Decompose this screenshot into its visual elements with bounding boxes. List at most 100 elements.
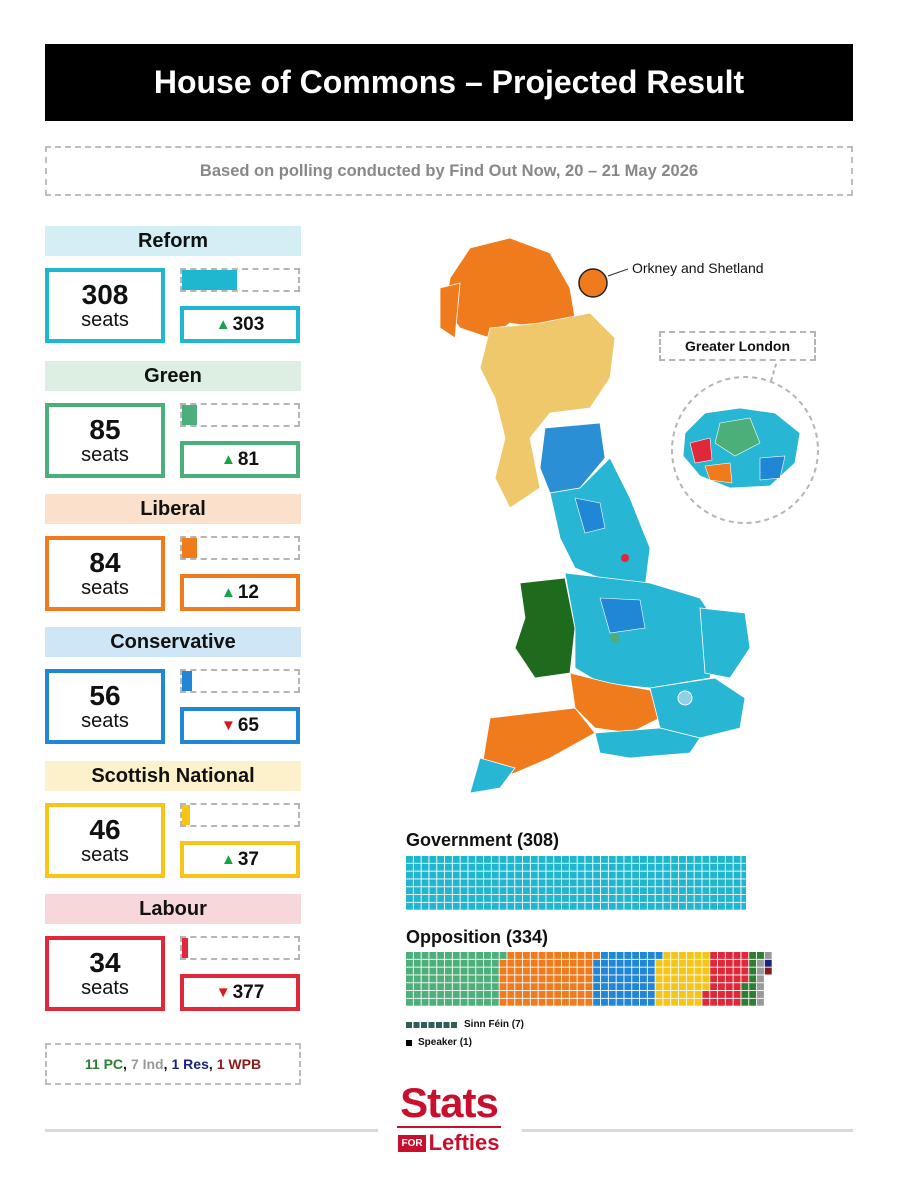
- seat-square: [452, 998, 460, 1006]
- seat-square: [694, 967, 702, 975]
- seat-square: [593, 871, 601, 879]
- party-panel: Liberal 84 seats ▲ 12: [45, 494, 301, 612]
- seat-square: [460, 871, 468, 879]
- seat-square: [733, 895, 741, 902]
- seat-square: [718, 856, 725, 863]
- sinn-fein-squares: [406, 1021, 457, 1028]
- arrow-down-icon: ▼: [221, 717, 236, 734]
- seat-square: [546, 879, 554, 887]
- seat-square: [616, 856, 624, 863]
- others-separator: ,: [123, 1056, 127, 1072]
- seat-square: [679, 967, 686, 975]
- seat-square: [476, 895, 484, 902]
- seat-square: [476, 998, 484, 1006]
- map-cornwall: [469, 757, 516, 794]
- seat-square: [546, 998, 554, 1006]
- seat-square: [515, 856, 523, 863]
- seat-square: [601, 879, 608, 887]
- seat-square: [671, 895, 679, 902]
- seat-count-box: 85 seats: [45, 403, 165, 478]
- seat-count: 84: [89, 546, 121, 578]
- seat-square: [757, 975, 764, 983]
- seat-square: [694, 952, 702, 959]
- seat-square: [647, 983, 655, 991]
- seat-square: [468, 991, 476, 998]
- seat-square: [733, 998, 741, 1006]
- seat-square: [640, 998, 647, 1006]
- seat-square: [663, 895, 671, 902]
- seat-square: [530, 895, 538, 902]
- seat-square: [523, 902, 530, 910]
- map-midlands-blue: [599, 597, 646, 634]
- seat-square: [484, 879, 491, 887]
- seat-square: [499, 856, 507, 863]
- seat-square: [686, 967, 694, 975]
- seat-square: [710, 959, 718, 967]
- speaker-legend: Speaker (1): [406, 1037, 472, 1048]
- seat-square: [640, 856, 647, 863]
- seat-square: [554, 879, 562, 887]
- seat-square: [515, 879, 523, 887]
- seat-square: [491, 856, 499, 863]
- footer-rule-left: [45, 1129, 378, 1132]
- seat-square: [562, 863, 569, 871]
- seat-square: [686, 887, 694, 895]
- seat-square: [499, 895, 507, 902]
- seat-square: [616, 887, 624, 895]
- seat-square: [554, 895, 562, 902]
- seat-square: [640, 902, 647, 910]
- seat-square: [546, 871, 554, 879]
- party-panel: Green 85 seats ▲ 81: [45, 361, 301, 479]
- seat-square: [702, 983, 710, 991]
- seat-square: [421, 998, 429, 1006]
- seat-square: [749, 967, 757, 975]
- seat-square: [764, 959, 772, 967]
- seat-square: [585, 998, 593, 1006]
- seat-square: [632, 975, 640, 983]
- seat-square: [686, 902, 694, 910]
- seat-square: [655, 902, 663, 910]
- seat-square: [577, 991, 585, 998]
- seat-square: [406, 871, 413, 879]
- seat-bar: [182, 270, 237, 290]
- seat-square: [733, 887, 741, 895]
- seat-square: [421, 991, 429, 998]
- seat-square: [663, 879, 671, 887]
- seat-square: [562, 856, 569, 863]
- seat-square: [538, 975, 546, 983]
- seat-square: [413, 871, 421, 879]
- seat-square: [445, 856, 452, 863]
- seat-square: [437, 967, 445, 975]
- seat-square: [725, 983, 733, 991]
- others-separator: ,: [163, 1056, 168, 1072]
- seat-square: [468, 856, 476, 863]
- seat-square: [499, 967, 507, 975]
- london-inset-blue: [759, 455, 786, 481]
- seat-square: [686, 871, 694, 879]
- seat-square: [437, 991, 445, 998]
- seat-square: [413, 887, 421, 895]
- seat-square: [710, 975, 718, 983]
- logo-lefties-text: Lefties: [428, 1130, 500, 1155]
- seat-square: [757, 959, 764, 967]
- seat-square: [624, 871, 632, 879]
- seat-square: [710, 895, 718, 902]
- seat-square: [718, 863, 725, 871]
- opposition-seat-grid: [406, 952, 772, 1006]
- seat-square: [421, 902, 429, 910]
- seat-square: [593, 952, 601, 959]
- seat-square: [554, 902, 562, 910]
- seat-square: [406, 991, 413, 998]
- seat-square: [593, 991, 601, 998]
- seat-square: [507, 952, 515, 959]
- seat-square: [702, 887, 710, 895]
- seat-square: [616, 975, 624, 983]
- seat-square: [647, 863, 655, 871]
- seat-square: [632, 887, 640, 895]
- seat-square: [546, 895, 554, 902]
- seat-square: [546, 856, 554, 863]
- seat-square: [749, 983, 757, 991]
- seat-square: [421, 879, 429, 887]
- logo-stats-text: Stats: [400, 1079, 499, 1126]
- map-scotland-central: [479, 312, 616, 509]
